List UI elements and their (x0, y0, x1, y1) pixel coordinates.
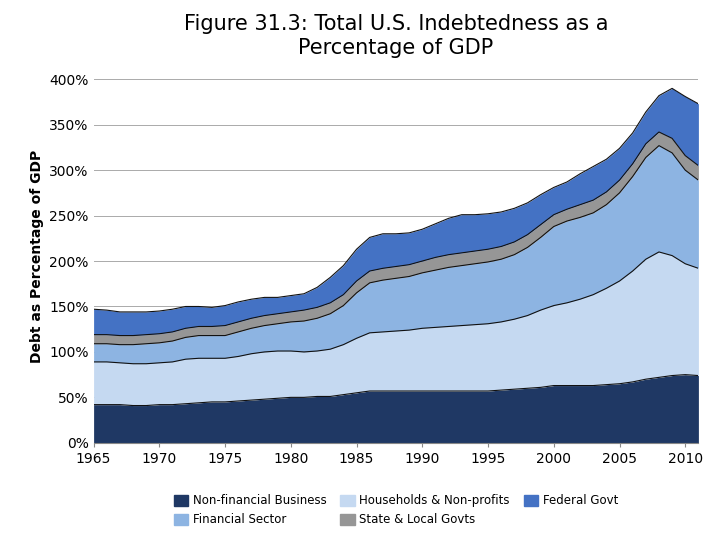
Legend: Non-financial Business, Financial Sector, Households & Non-profits, State & Loca: Non-financial Business, Financial Sector… (169, 490, 623, 531)
Title: Figure 31.3: Total U.S. Indebtedness as a
Percentage of GDP: Figure 31.3: Total U.S. Indebtedness as … (184, 15, 608, 58)
Y-axis label: Debt as Percentage of GDP: Debt as Percentage of GDP (30, 150, 44, 363)
